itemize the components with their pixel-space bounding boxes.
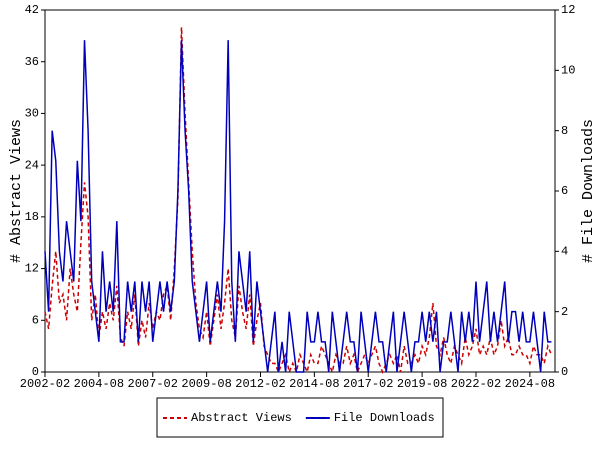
x-tick-label: 2014-08 xyxy=(289,377,339,391)
legend-label: File Downloads xyxy=(334,411,435,425)
y-tick-label: 24 xyxy=(25,158,39,172)
x-tick-label: 2012-02 xyxy=(235,377,285,391)
y2-tick-label: 6 xyxy=(561,184,568,198)
y-tick-label: 12 xyxy=(25,262,39,276)
x-tick-label: 2017-02 xyxy=(343,377,393,391)
legend-box xyxy=(156,397,444,438)
x-tick-label: 2024-08 xyxy=(505,377,555,391)
y2-tick-label: 12 xyxy=(561,3,575,17)
y2-tick-label: 0 xyxy=(561,365,568,379)
y2-tick-label: 8 xyxy=(561,124,568,138)
x-tick-label: 2002-02 xyxy=(20,377,70,391)
y2-tick-label: 10 xyxy=(561,64,575,78)
y2-axis-title: # File Downloads xyxy=(580,119,597,263)
x-tick-label: 2019-08 xyxy=(397,377,447,391)
y-axis-title: # Abstract Views xyxy=(8,119,25,263)
y-tick-label: 0 xyxy=(32,365,39,379)
y-tick-label: 18 xyxy=(25,210,39,224)
y-tick-label: 42 xyxy=(25,3,39,17)
legend-label: Abstract Views xyxy=(191,411,292,425)
x-tick-label: 2022-02 xyxy=(451,377,501,391)
x-tick-label: 2007-02 xyxy=(128,377,178,391)
series-line xyxy=(44,27,553,375)
x-tick-label: 2009-08 xyxy=(181,377,231,391)
y2-tick-label: 2 xyxy=(561,305,568,319)
y-tick-label: 36 xyxy=(25,55,39,69)
y2-tick-label: 4 xyxy=(561,245,568,259)
y-tick-label: 6 xyxy=(32,313,39,327)
y-tick-label: 30 xyxy=(25,107,39,121)
series-line xyxy=(44,40,552,373)
x-tick-label: 2004-08 xyxy=(74,377,124,391)
